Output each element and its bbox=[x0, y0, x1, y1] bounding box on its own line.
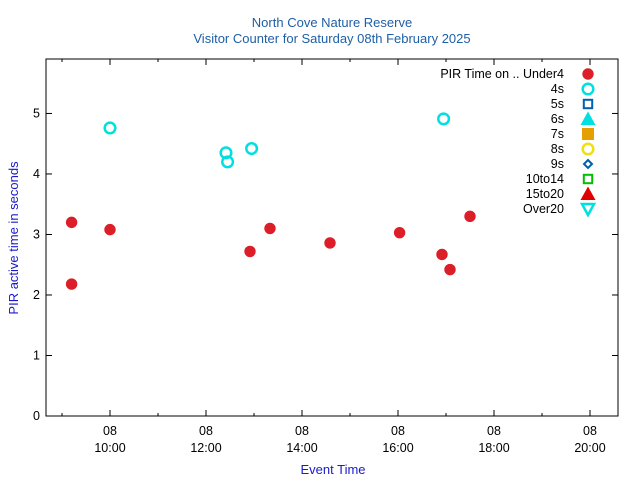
legend-label: 15to20 bbox=[526, 187, 564, 201]
legend-label: PIR Time on .. Under4 bbox=[440, 67, 564, 81]
legend: PIR Time on .. Under44s5s6s7s8s9s10to141… bbox=[440, 67, 597, 218]
data-point-4s bbox=[221, 155, 235, 169]
legend-marker-6s bbox=[580, 111, 596, 125]
data-point-under4 bbox=[264, 222, 276, 235]
data-point-4s bbox=[103, 121, 117, 135]
y-tick-label: 0 bbox=[33, 409, 40, 423]
x-tick-label-day: 08 bbox=[583, 424, 597, 438]
x-tick-label-day: 08 bbox=[199, 424, 213, 438]
legend-label: 5s bbox=[551, 97, 564, 111]
x-tick-label-time: 10:00 bbox=[94, 441, 125, 455]
y-axis-label: PIR active time in seconds bbox=[6, 161, 21, 315]
legend-label: 10to14 bbox=[526, 172, 564, 186]
legend-label: 6s bbox=[551, 112, 564, 126]
legend-label: 4s bbox=[551, 82, 564, 96]
legend-marker-under4 bbox=[582, 68, 594, 80]
legend-marker-8s bbox=[581, 142, 595, 156]
x-tick-label-time: 12:00 bbox=[190, 441, 221, 455]
legend-label: 8s bbox=[551, 142, 564, 156]
x-tick-label-day: 08 bbox=[295, 424, 309, 438]
x-tick-label-day: 08 bbox=[103, 424, 117, 438]
chart-title: North Cove Nature Reserve bbox=[252, 15, 412, 30]
x-tick-label-time: 14:00 bbox=[286, 441, 317, 455]
x-tick-label-day: 08 bbox=[487, 424, 501, 438]
y-tick-label: 4 bbox=[33, 167, 40, 181]
legend-marker-5s bbox=[582, 98, 594, 110]
data-point-under4 bbox=[65, 216, 78, 229]
chart-subtitle: Visitor Counter for Saturday 08th Februa… bbox=[193, 31, 470, 46]
data-point-under4 bbox=[104, 223, 116, 236]
x-tick-label-time: 20:00 bbox=[574, 441, 605, 455]
plot-area-frame bbox=[45, 58, 619, 417]
y-tick-label: 1 bbox=[33, 348, 40, 362]
data-point-under4 bbox=[65, 278, 78, 290]
data-point-4s bbox=[219, 146, 233, 160]
data-point-under4 bbox=[464, 210, 476, 223]
legend-marker-9s bbox=[582, 158, 594, 170]
x-tick-label-time: 18:00 bbox=[478, 441, 509, 455]
data-point-4s bbox=[245, 142, 259, 156]
legend-marker-10to14 bbox=[582, 173, 594, 185]
y-tick-label: 3 bbox=[33, 227, 40, 241]
axis-ticks: 0 1 2 3 4 5 08 10:00 08 12:00 08 14:00 08 16:00 08 18:0… bbox=[33, 59, 618, 455]
legend-label: Over20 bbox=[523, 202, 564, 216]
legend-title: PIR Time on .. bbox=[440, 67, 519, 81]
legend-marker-7s bbox=[582, 128, 594, 140]
data-point-under4 bbox=[393, 226, 406, 239]
legend-marker-15to20 bbox=[580, 186, 596, 200]
data-point-under4 bbox=[324, 237, 336, 249]
legend-label: 9s bbox=[551, 157, 564, 171]
data-points bbox=[65, 112, 476, 290]
data-point-under4 bbox=[436, 248, 448, 261]
x-axis-label: Event Time bbox=[300, 462, 365, 477]
data-point-under4 bbox=[444, 263, 456, 276]
data-point-under4 bbox=[244, 245, 256, 258]
legend-marker-4s bbox=[581, 82, 595, 96]
legend-marker-over20 bbox=[579, 202, 597, 218]
y-tick-label: 5 bbox=[33, 106, 40, 120]
data-point-4s bbox=[437, 112, 451, 126]
y-tick-label: 2 bbox=[33, 288, 40, 302]
legend-label: 7s bbox=[551, 127, 564, 141]
legend-series-name: Under4 bbox=[523, 67, 564, 81]
x-tick-label-day: 08 bbox=[391, 424, 405, 438]
x-tick-label-time: 16:00 bbox=[382, 441, 413, 455]
